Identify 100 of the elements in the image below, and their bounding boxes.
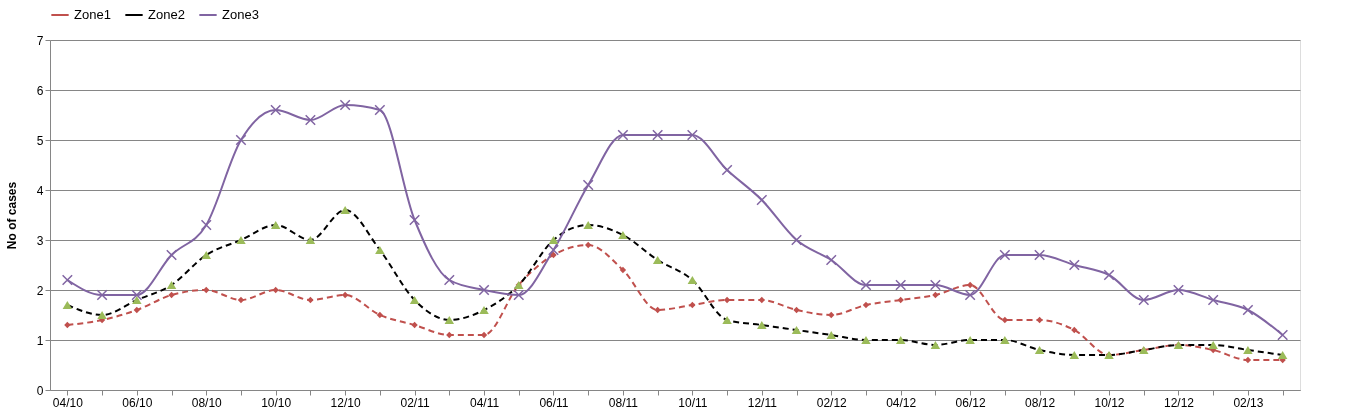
point <box>131 289 143 301</box>
point <box>374 104 386 116</box>
x-tick-label: 12/11 <box>747 395 778 410</box>
point <box>1208 340 1218 350</box>
point <box>446 331 453 339</box>
point <box>689 301 696 309</box>
point <box>897 296 904 304</box>
x-tick-label: 04/12 <box>886 395 917 410</box>
point <box>895 335 906 345</box>
point <box>966 281 974 289</box>
point <box>964 289 976 301</box>
point <box>270 220 281 230</box>
y-tick-label: 0 <box>36 383 44 398</box>
x-tick-label: 10/10 <box>261 395 292 410</box>
point <box>828 311 835 319</box>
point <box>1071 326 1078 334</box>
point <box>583 220 593 230</box>
point <box>1242 304 1254 316</box>
x-tick-label: 06/11 <box>539 395 569 410</box>
legend-label: Zone2 <box>148 7 185 22</box>
point <box>861 335 871 345</box>
point <box>61 274 73 286</box>
x-tick-label: 10/12 <box>1094 395 1125 410</box>
point <box>304 114 316 126</box>
x-tick-label: 04/10 <box>52 395 84 410</box>
point <box>548 235 559 245</box>
point <box>826 330 836 340</box>
x-tick-label: 08/11 <box>608 395 639 410</box>
point <box>201 250 211 260</box>
point <box>550 251 557 259</box>
point <box>930 340 941 350</box>
y-tick-label: 7 <box>36 33 44 48</box>
point <box>513 289 525 301</box>
x-tick-label: 10/11 <box>678 395 708 410</box>
point <box>1000 335 1010 345</box>
point <box>1103 269 1115 281</box>
point <box>409 295 420 305</box>
x-tick-label: 02/11 <box>400 395 430 410</box>
point <box>793 306 800 314</box>
point <box>307 296 314 304</box>
x-tick-label: 06/10 <box>122 395 153 410</box>
x-tick-label: 02/13 <box>1233 395 1264 410</box>
point <box>1138 294 1150 306</box>
x-tick-label: 12/10 <box>330 395 361 410</box>
point <box>236 235 246 245</box>
point <box>619 266 627 274</box>
point <box>1069 350 1080 360</box>
point <box>62 300 73 310</box>
y-tick-label: 1 <box>36 333 44 348</box>
point <box>929 279 941 291</box>
point <box>166 280 177 290</box>
legend-label: Zone1 <box>74 7 111 22</box>
point <box>758 296 765 304</box>
point <box>791 234 803 246</box>
point <box>64 321 71 329</box>
point <box>340 205 350 215</box>
point <box>443 274 455 286</box>
point <box>1243 345 1253 355</box>
point <box>97 310 107 320</box>
point <box>652 255 663 265</box>
point <box>895 279 907 291</box>
y-axis-title: No of cases <box>4 181 19 250</box>
point <box>1034 345 1045 355</box>
point <box>652 129 664 141</box>
point <box>723 296 731 304</box>
point <box>444 315 455 325</box>
y-tick-label: 3 <box>36 233 44 248</box>
point <box>235 134 247 146</box>
point <box>585 241 592 249</box>
point <box>237 296 245 304</box>
point <box>203 286 210 294</box>
point <box>965 335 975 345</box>
point <box>618 230 628 240</box>
point <box>756 194 768 206</box>
point <box>547 244 559 256</box>
point <box>479 305 489 315</box>
point <box>582 179 594 191</box>
x-tick-label: 04/11 <box>469 395 500 410</box>
point <box>686 129 698 141</box>
point <box>862 301 870 309</box>
point <box>96 289 108 301</box>
point <box>617 129 629 141</box>
point <box>376 311 384 319</box>
point <box>132 295 142 305</box>
point <box>1277 329 1289 341</box>
point <box>375 245 385 255</box>
point <box>200 219 212 231</box>
point <box>1172 284 1184 296</box>
y-tick-label: 2 <box>36 283 44 298</box>
point <box>478 284 490 296</box>
point <box>270 104 282 116</box>
point <box>341 291 349 299</box>
x-tick-label: 12/12 <box>1163 395 1195 410</box>
point <box>1034 249 1046 261</box>
point <box>1036 316 1043 324</box>
point <box>1244 356 1252 364</box>
point <box>1207 294 1219 306</box>
x-tick-label: 02/12 <box>816 395 848 410</box>
point <box>272 286 279 294</box>
point <box>1277 350 1288 360</box>
